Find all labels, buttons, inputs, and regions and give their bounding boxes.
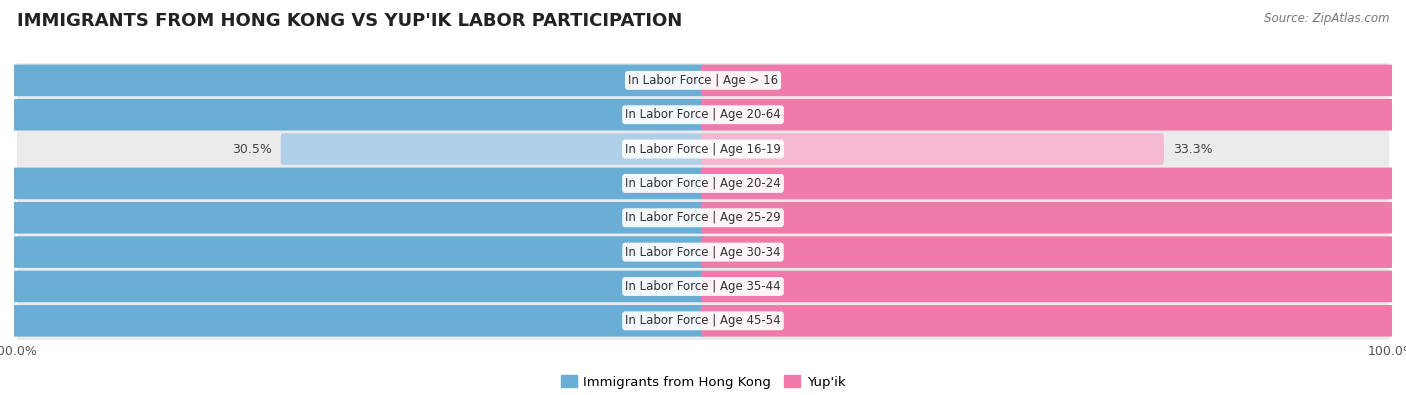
Text: In Labor Force | Age 35-44: In Labor Force | Age 35-44 [626, 280, 780, 293]
FancyBboxPatch shape [0, 271, 704, 302]
Text: IMMIGRANTS FROM HONG KONG VS YUP'IK LABOR PARTICIPATION: IMMIGRANTS FROM HONG KONG VS YUP'IK LABO… [17, 12, 682, 30]
FancyBboxPatch shape [17, 262, 1389, 311]
FancyBboxPatch shape [702, 167, 1406, 199]
FancyBboxPatch shape [702, 271, 1406, 302]
FancyBboxPatch shape [0, 236, 704, 268]
FancyBboxPatch shape [17, 296, 1389, 345]
FancyBboxPatch shape [702, 133, 1164, 165]
FancyBboxPatch shape [702, 202, 1406, 233]
FancyBboxPatch shape [0, 64, 704, 96]
Legend: Immigrants from Hong Kong, Yup'ik: Immigrants from Hong Kong, Yup'ik [555, 370, 851, 394]
Text: In Labor Force | Age > 16: In Labor Force | Age > 16 [628, 74, 778, 87]
FancyBboxPatch shape [17, 90, 1389, 139]
FancyBboxPatch shape [0, 167, 704, 199]
FancyBboxPatch shape [0, 99, 704, 130]
Text: In Labor Force | Age 16-19: In Labor Force | Age 16-19 [626, 143, 780, 156]
Text: In Labor Force | Age 20-24: In Labor Force | Age 20-24 [626, 177, 780, 190]
FancyBboxPatch shape [17, 228, 1389, 276]
FancyBboxPatch shape [702, 236, 1406, 268]
FancyBboxPatch shape [702, 99, 1406, 130]
FancyBboxPatch shape [17, 125, 1389, 173]
Text: In Labor Force | Age 30-34: In Labor Force | Age 30-34 [626, 246, 780, 259]
Text: 33.3%: 33.3% [1173, 143, 1212, 156]
Text: In Labor Force | Age 20-64: In Labor Force | Age 20-64 [626, 108, 780, 121]
Text: 30.5%: 30.5% [232, 143, 271, 156]
FancyBboxPatch shape [702, 305, 1406, 337]
Text: In Labor Force | Age 45-54: In Labor Force | Age 45-54 [626, 314, 780, 327]
Text: Source: ZipAtlas.com: Source: ZipAtlas.com [1264, 12, 1389, 25]
FancyBboxPatch shape [281, 133, 704, 165]
FancyBboxPatch shape [17, 56, 1389, 105]
FancyBboxPatch shape [702, 64, 1406, 96]
FancyBboxPatch shape [0, 202, 704, 233]
Text: In Labor Force | Age 25-29: In Labor Force | Age 25-29 [626, 211, 780, 224]
FancyBboxPatch shape [17, 159, 1389, 208]
FancyBboxPatch shape [17, 194, 1389, 242]
FancyBboxPatch shape [0, 305, 704, 337]
